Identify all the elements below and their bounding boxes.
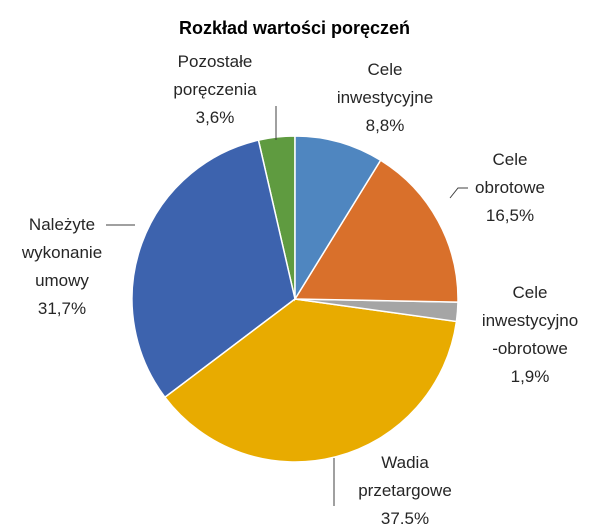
pie-slice: [131, 139, 296, 399]
data-label: Wadia przetargowe 37,5%: [358, 449, 452, 524]
category-label: Należyte wykonanie umowy: [21, 215, 103, 290]
value-label: 8,8%: [365, 116, 405, 135]
data-label: Pozostałe poręczenia 3,6%: [173, 48, 256, 132]
pie-slice: [293, 159, 459, 303]
category-label: Wadia przetargowe: [358, 453, 452, 500]
value-label: 16,5%: [485, 206, 535, 225]
data-label: Cele obrotowe 16,5%: [475, 146, 545, 230]
chart-title: Rozkład wartości poręczeń: [178, 18, 411, 38]
data-label: Należyte wykonanie umowy 31,7%: [22, 211, 102, 323]
value-label: 37,5%: [380, 509, 430, 524]
leader-line: [449, 187, 468, 199]
value-label: 31,7%: [37, 299, 87, 318]
data-label: Cele inwestycyjno -obrotowe 1,9%: [482, 279, 578, 391]
category-label: Pozostałe poręczenia: [173, 52, 257, 99]
category-label: Cele obrotowe: [475, 150, 545, 197]
pie-slice: [294, 135, 382, 302]
data-label: Cele inwestycyjne 8,8%: [337, 56, 433, 140]
category-label: Cele inwestycyjno -obrotowe: [481, 283, 579, 358]
value-label: 1,9%: [510, 367, 550, 386]
pie-slice: [163, 298, 458, 463]
value-label: 3,6%: [195, 108, 235, 127]
category-label: Cele inwestycyjne: [336, 60, 434, 107]
